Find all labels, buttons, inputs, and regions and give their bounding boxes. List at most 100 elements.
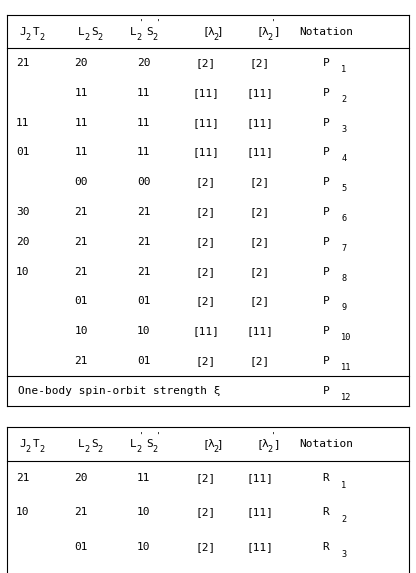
Text: R: R [322, 541, 329, 552]
Text: 10: 10 [137, 326, 150, 336]
Text: 10: 10 [137, 541, 150, 552]
Text: [11]: [11] [247, 473, 273, 483]
Text: 2: 2 [84, 445, 89, 454]
Text: ]: ] [216, 439, 223, 449]
Text: 00: 00 [137, 177, 150, 187]
Text: Notation: Notation [300, 26, 354, 37]
Text: 2: 2 [40, 445, 45, 454]
Text: [2]: [2] [196, 266, 216, 277]
Text: 2: 2 [267, 445, 272, 454]
Text: 2: 2 [213, 33, 218, 42]
Text: T: T [33, 26, 40, 37]
Text: [2]: [2] [196, 58, 216, 68]
Text: [2]: [2] [196, 237, 216, 247]
Text: [2]: [2] [196, 473, 216, 483]
Text: 20: 20 [16, 237, 30, 247]
Text: λ: λ [262, 26, 269, 37]
Text: 01: 01 [16, 147, 30, 158]
Text: 30: 30 [16, 207, 30, 217]
Text: ]: ] [273, 439, 280, 449]
Text: 11: 11 [74, 117, 88, 128]
Text: 11: 11 [137, 117, 150, 128]
Text: [2]: [2] [250, 266, 270, 277]
Text: [2]: [2] [250, 237, 270, 247]
Text: 01: 01 [74, 296, 88, 307]
Text: [11]: [11] [193, 326, 219, 336]
Text: P: P [322, 356, 329, 366]
Text: 11: 11 [137, 88, 150, 98]
Text: J: J [20, 439, 26, 449]
Text: 21: 21 [74, 207, 88, 217]
Text: 11: 11 [341, 363, 352, 372]
Text: [11]: [11] [247, 88, 273, 98]
Text: P: P [322, 266, 329, 277]
Text: P: P [322, 177, 329, 187]
Text: 11: 11 [74, 88, 88, 98]
Text: 2: 2 [267, 33, 272, 42]
Text: L: L [78, 26, 84, 37]
Text: 1: 1 [341, 65, 347, 74]
Text: [11]: [11] [247, 507, 273, 517]
Text: [2]: [2] [196, 296, 216, 307]
Text: ]: ] [216, 26, 223, 37]
Text: [: [ [203, 439, 209, 449]
Text: J: J [20, 26, 26, 37]
Text: 01: 01 [137, 356, 150, 366]
Text: 10: 10 [341, 333, 352, 342]
Text: 21: 21 [74, 507, 88, 517]
Text: 7: 7 [341, 244, 347, 253]
Text: [2]: [2] [196, 177, 216, 187]
Text: 2: 2 [213, 445, 218, 454]
Text: 11: 11 [16, 117, 30, 128]
Text: R: R [322, 507, 329, 517]
Text: P: P [322, 386, 329, 396]
Text: [: [ [257, 439, 263, 449]
Text: Notation: Notation [300, 439, 354, 449]
Text: 10: 10 [16, 266, 30, 277]
Text: 20: 20 [137, 58, 150, 68]
Text: 21: 21 [16, 473, 30, 483]
Text: [2]: [2] [196, 356, 216, 366]
Text: [2]: [2] [196, 541, 216, 552]
Text: λ: λ [208, 439, 215, 449]
Text: [11]: [11] [247, 326, 273, 336]
Text: S: S [146, 439, 153, 449]
Text: ': ' [139, 431, 144, 441]
Text: 10: 10 [74, 326, 88, 336]
Text: 00: 00 [74, 177, 88, 187]
Text: 21: 21 [16, 58, 30, 68]
Text: 21: 21 [74, 356, 88, 366]
Text: 2: 2 [98, 33, 103, 42]
Text: 21: 21 [137, 207, 150, 217]
Text: 21: 21 [74, 237, 88, 247]
Text: [2]: [2] [250, 207, 270, 217]
Text: [2]: [2] [250, 356, 270, 366]
Text: P: P [322, 117, 329, 128]
Text: 20: 20 [74, 473, 88, 483]
Text: 11: 11 [137, 147, 150, 158]
Text: R: R [322, 473, 329, 483]
Text: 5: 5 [341, 185, 347, 193]
Text: 3: 3 [341, 550, 347, 559]
Text: ': ' [139, 19, 144, 28]
Text: 1: 1 [341, 481, 347, 490]
Text: [11]: [11] [247, 147, 273, 158]
Text: 6: 6 [341, 214, 347, 223]
Text: 20: 20 [74, 58, 88, 68]
Text: ': ' [271, 19, 276, 28]
Text: [2]: [2] [250, 58, 270, 68]
Text: S: S [92, 26, 98, 37]
Text: L: L [78, 439, 84, 449]
Text: ': ' [156, 19, 161, 28]
Text: L: L [130, 439, 136, 449]
Text: 11: 11 [137, 473, 150, 483]
Text: 9: 9 [341, 304, 347, 312]
Text: 2: 2 [136, 445, 141, 454]
Text: λ: λ [208, 26, 215, 37]
Text: 8: 8 [341, 274, 347, 282]
Text: 2: 2 [26, 33, 31, 42]
Text: 2: 2 [136, 33, 141, 42]
Text: [: [ [203, 26, 209, 37]
Text: S: S [92, 439, 98, 449]
Text: 2: 2 [26, 445, 31, 454]
